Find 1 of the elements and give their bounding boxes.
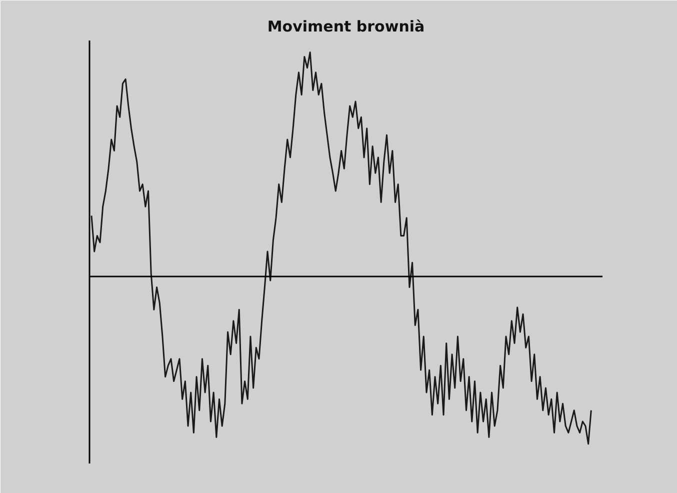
chart-title: Moviment brownià	[267, 18, 425, 36]
